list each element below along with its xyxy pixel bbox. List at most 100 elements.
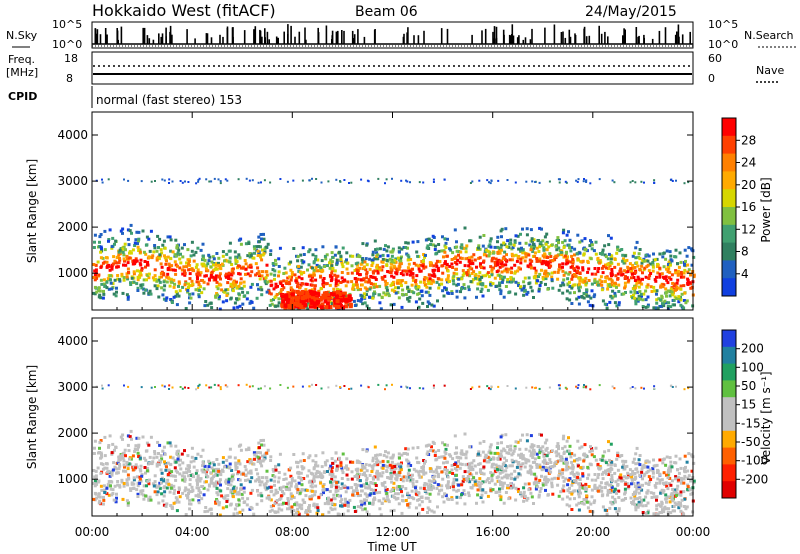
power-cell [496,240,499,244]
power-cell [680,272,684,276]
velocity-cell [538,478,542,482]
velocity-cell [640,467,644,471]
power-cell [638,281,642,285]
velocity-cell [669,483,673,487]
power-cell [301,303,306,308]
velocity-cell [186,464,190,468]
power-cell [504,285,508,288]
velocity-cell [593,473,597,476]
colorbar-swatch [722,278,736,297]
power-cell [385,249,389,253]
velocity-cell [565,439,569,443]
power-cell [322,277,326,280]
power-cell [365,243,369,247]
power-cell [189,296,193,300]
power-cell [548,252,552,256]
power-cell [376,257,380,260]
power-cell [109,274,113,278]
power-cell [568,246,571,250]
velocity-cell [662,471,666,475]
power-cell [667,276,671,280]
power-cell [406,266,410,270]
power-cell [226,179,229,182]
velocity-cell [227,480,231,484]
velocity-cell [428,467,432,471]
power-cell [299,253,303,257]
velocity-cell [462,452,465,456]
power-cell [391,247,395,251]
power-cell [477,244,481,248]
power-cell [393,259,397,262]
power-cell [634,299,638,303]
power-cell [334,278,338,282]
power-cell [218,307,222,311]
velocity-cell [123,465,126,469]
velocity-cell [494,470,498,474]
velocity-cell [396,462,400,466]
power-cell [386,254,390,258]
power-cell [668,250,672,254]
power-cell [562,278,566,282]
power-cell [662,283,666,287]
power-cell [443,244,447,248]
velocity-cell [524,447,528,451]
velocity-cell [561,471,564,475]
power-cell [204,264,208,268]
velocity-cell [376,475,380,479]
power-cell [155,258,159,262]
power-cell [379,307,383,311]
velocity-cell [343,497,347,501]
velocity-cell [188,478,192,482]
velocity-cell [194,471,198,475]
power-cell [93,269,97,273]
power-cell [99,256,103,260]
power-cell [207,259,211,263]
power-cell [422,277,426,281]
power-cell [168,182,170,184]
velocity-cell [493,451,497,455]
power-cell [461,273,465,277]
power-cell [190,284,194,287]
velocity-cell [669,493,673,497]
velocity-cell [642,498,646,502]
power-cell [238,304,242,308]
power-cell [679,270,683,274]
velocity-cell [637,485,641,489]
velocity-cell [561,437,565,441]
velocity-cell [195,481,199,485]
velocity-cell [245,503,249,507]
power-cell [499,246,503,250]
velocity-cell [424,471,428,475]
power-cell [100,282,104,286]
power-cell [623,286,627,290]
power-cell [510,271,513,275]
power-cell [220,288,224,292]
power-cell [246,291,250,295]
power-cell [120,247,124,251]
power-cell [174,238,178,242]
velocity-cell [479,468,482,472]
power-cell [558,181,561,184]
power-cell [260,181,262,184]
velocity-cell [509,444,513,448]
velocity-cell [538,451,542,455]
power-cell [317,289,321,293]
power-cell [537,287,541,291]
velocity-cell [478,441,482,445]
power-cell [531,243,535,246]
colorbar-tick-label: 8 [741,245,749,259]
power-cell [444,246,448,250]
velocity-cell [408,501,412,505]
velocity-cell [533,460,537,464]
power-cell [258,277,262,281]
velocity-cell [456,488,460,492]
power-cell [404,293,408,296]
velocity-cell [634,476,638,480]
velocity-cell [685,460,689,464]
power-cell [600,283,604,287]
power-cell [376,269,380,273]
power-cell [566,282,570,286]
power-cell [297,291,301,296]
colorbar-tick-label: 4 [741,267,749,281]
velocity-cell [637,500,641,504]
